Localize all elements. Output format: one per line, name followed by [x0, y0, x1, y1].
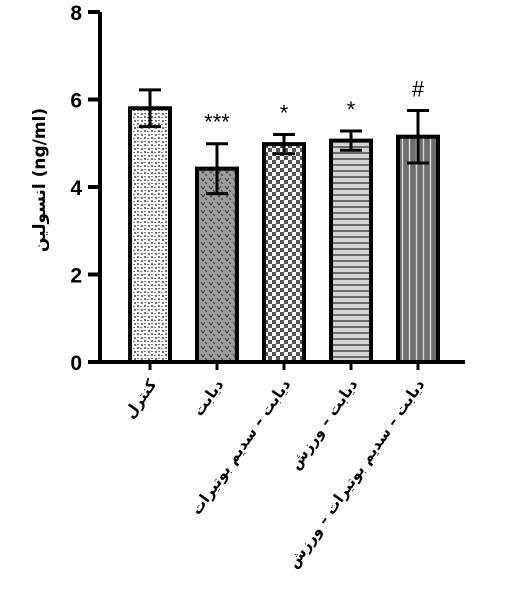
category-label-0: کنترل	[121, 376, 161, 422]
significance-label-4: #	[412, 76, 425, 101]
bar-4	[396, 134, 440, 364]
category-label-4: دیابت – سدیم بوتیرات – ورزش	[284, 376, 429, 572]
y-tick-label-4: 8	[70, 2, 82, 25]
category-label-1: دیابت	[189, 376, 227, 420]
bar-3	[329, 138, 373, 364]
bar-1	[195, 166, 239, 364]
y-tick-label-0: 0	[70, 352, 82, 375]
y-tick-label-1: 2	[70, 265, 82, 288]
y-tick-label-2: 4	[70, 177, 82, 200]
bar-2	[262, 142, 306, 364]
category-label-3: دیابت – ورزش	[286, 376, 362, 473]
significance-label-1: ***	[204, 110, 230, 135]
y-tick-label-3: 6	[70, 90, 82, 113]
significance-label-3: *	[347, 97, 356, 122]
y-axis-title: انسولین (ng/ml)	[30, 108, 50, 252]
significance-label-2: *	[280, 101, 289, 126]
bar-0	[128, 106, 172, 364]
